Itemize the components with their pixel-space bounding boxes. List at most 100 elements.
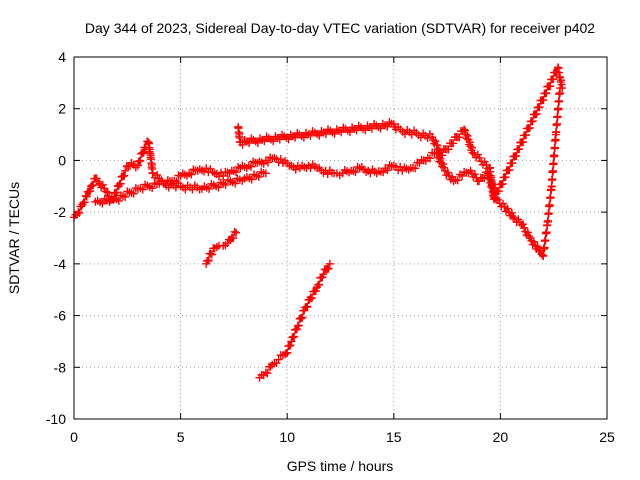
data-point bbox=[92, 174, 101, 183]
data-point bbox=[467, 143, 476, 152]
data-point bbox=[204, 256, 213, 265]
data-point bbox=[221, 180, 230, 189]
plot-frame bbox=[73, 56, 608, 420]
data-point bbox=[133, 161, 142, 170]
x-tick-label: 0 bbox=[70, 429, 78, 445]
data-point bbox=[105, 197, 114, 206]
data-point bbox=[509, 213, 518, 222]
data-point bbox=[136, 156, 145, 165]
data-point bbox=[247, 175, 256, 184]
data-point bbox=[544, 209, 553, 218]
data-point bbox=[537, 250, 546, 259]
data-point bbox=[533, 242, 542, 251]
data-point bbox=[498, 179, 507, 188]
data-point bbox=[269, 137, 278, 146]
data-point bbox=[274, 355, 283, 364]
data-point bbox=[148, 169, 157, 178]
data-point bbox=[518, 220, 527, 229]
data-point bbox=[89, 181, 98, 190]
y-tick-label: 2 bbox=[58, 101, 66, 117]
data-point bbox=[455, 133, 464, 142]
data-point bbox=[546, 193, 555, 202]
data-point bbox=[232, 228, 241, 237]
data-point bbox=[112, 188, 121, 197]
data-point bbox=[325, 259, 334, 268]
x-tick-label: 10 bbox=[279, 429, 295, 445]
data-point bbox=[453, 176, 462, 185]
data-point bbox=[554, 104, 563, 113]
data-point bbox=[351, 168, 360, 177]
data-point bbox=[303, 302, 312, 311]
data-point bbox=[299, 133, 308, 142]
data-point bbox=[501, 173, 510, 182]
data-point bbox=[330, 129, 339, 138]
data-point bbox=[254, 172, 263, 181]
data-point bbox=[260, 137, 269, 146]
x-tick-label: 20 bbox=[493, 429, 509, 445]
data-point bbox=[139, 148, 148, 157]
y-tick-label: -10 bbox=[46, 411, 66, 427]
data-point bbox=[550, 143, 559, 152]
data-point bbox=[294, 321, 303, 330]
data-point bbox=[205, 184, 214, 193]
data-point bbox=[466, 142, 475, 151]
data-point bbox=[407, 130, 416, 139]
data-point bbox=[75, 208, 84, 217]
data-point bbox=[416, 133, 425, 142]
data-point bbox=[542, 89, 551, 98]
chart-title: Day 344 of 2023, Sidereal Day-to-day VTE… bbox=[85, 20, 595, 36]
data-point bbox=[544, 216, 553, 225]
data-point bbox=[508, 159, 517, 168]
data-point bbox=[523, 228, 532, 237]
data-point bbox=[470, 170, 479, 179]
data-point bbox=[148, 184, 157, 193]
data-point bbox=[291, 133, 300, 142]
data-point bbox=[532, 110, 541, 118]
data-point bbox=[465, 138, 474, 147]
data-point bbox=[515, 145, 524, 154]
data-point bbox=[529, 237, 538, 246]
y-tick-label: -4 bbox=[54, 256, 67, 272]
data-point bbox=[266, 362, 275, 371]
data-point bbox=[121, 192, 130, 201]
data-point bbox=[324, 264, 333, 273]
data-point bbox=[275, 135, 284, 144]
y-tick-label: 0 bbox=[58, 152, 66, 168]
data-point bbox=[539, 251, 548, 260]
data-point bbox=[246, 162, 255, 171]
data-point bbox=[549, 166, 558, 175]
data-point bbox=[263, 369, 272, 378]
data-point bbox=[287, 337, 296, 346]
data-point bbox=[433, 141, 442, 150]
data-point bbox=[439, 160, 448, 169]
data-point bbox=[367, 124, 376, 133]
data-point bbox=[290, 332, 299, 341]
data-point bbox=[550, 151, 559, 160]
data-point bbox=[376, 124, 385, 133]
data-point bbox=[81, 191, 90, 200]
data-point bbox=[520, 223, 529, 232]
y-tick-label: -8 bbox=[54, 359, 67, 375]
data-point bbox=[82, 192, 91, 201]
data-point bbox=[463, 131, 472, 140]
data-point bbox=[435, 146, 444, 155]
data-point bbox=[101, 187, 110, 196]
y-axis-label: SDTVAR / TECUs bbox=[6, 182, 22, 294]
data-point bbox=[129, 189, 138, 198]
data-point bbox=[206, 249, 215, 258]
x-tick-label: 25 bbox=[599, 429, 615, 445]
data-point bbox=[438, 151, 447, 160]
data-point bbox=[253, 138, 262, 147]
data-point bbox=[468, 148, 477, 157]
data-point bbox=[74, 208, 83, 217]
data-point bbox=[284, 135, 293, 144]
data-point bbox=[230, 227, 239, 236]
data-point bbox=[542, 228, 551, 237]
data-point bbox=[321, 130, 330, 139]
data-point bbox=[319, 270, 328, 279]
data-point bbox=[490, 195, 499, 204]
data-point bbox=[449, 139, 458, 148]
data-point bbox=[525, 232, 534, 241]
data-point bbox=[120, 171, 129, 180]
data-point bbox=[535, 103, 544, 112]
